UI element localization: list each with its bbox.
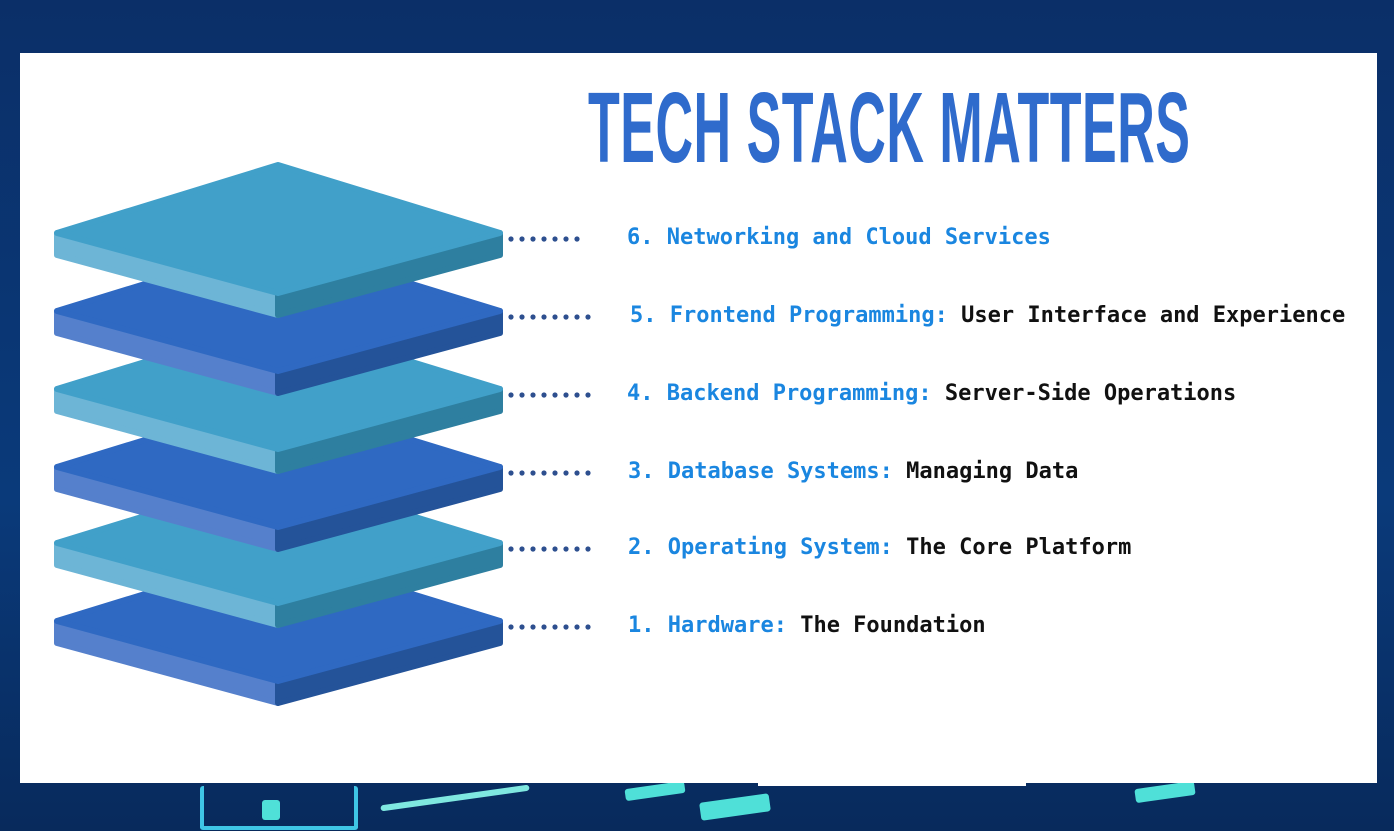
stack-item-label: 5. Frontend Programming: bbox=[630, 303, 948, 328]
stack-item-3: 3. Database Systems: Managing Data bbox=[628, 459, 1078, 485]
connector-dot bbox=[552, 314, 558, 320]
connector-dot bbox=[508, 624, 514, 630]
connector-dot bbox=[563, 314, 569, 320]
connector-dot bbox=[541, 470, 547, 476]
connector-dot bbox=[541, 236, 547, 242]
connector-dot bbox=[552, 236, 558, 242]
connector-dot bbox=[519, 392, 525, 398]
connector-dot bbox=[541, 392, 547, 398]
stack-item-5: 5. Frontend Programming: User Interface … bbox=[630, 303, 1345, 329]
stack-layer-6 bbox=[54, 162, 503, 318]
stack-item-description: Server-Side Operations bbox=[944, 381, 1237, 406]
content-panel-tab bbox=[758, 780, 1026, 786]
connector-dot bbox=[585, 314, 591, 320]
connector-dot bbox=[508, 236, 514, 242]
stack-item-label: 4. Backend Programming: bbox=[627, 381, 932, 406]
connector-dot bbox=[585, 546, 591, 552]
connector-dot bbox=[574, 314, 580, 320]
connector-dot bbox=[530, 392, 536, 398]
connector-dot bbox=[530, 546, 536, 552]
stack-item-label: 2. Operating System: bbox=[628, 535, 893, 560]
connector-dot bbox=[585, 624, 591, 630]
connector-dot bbox=[574, 470, 580, 476]
connector-dot bbox=[552, 546, 558, 552]
connector-dot bbox=[530, 624, 536, 630]
stack-item-description: The Foundation bbox=[800, 613, 986, 638]
connector-dot bbox=[519, 314, 525, 320]
stack-item-2: 2. Operating System: The Core Platform bbox=[628, 535, 1131, 561]
connector-dot bbox=[530, 470, 536, 476]
stack-item-description: User Interface and Experience bbox=[961, 303, 1346, 328]
connector-dot bbox=[552, 624, 558, 630]
background-decoration bbox=[200, 786, 358, 830]
background-decoration bbox=[262, 800, 280, 820]
connector-dot bbox=[508, 314, 514, 320]
connector-dot bbox=[519, 470, 525, 476]
stack-item-4: 4. Backend Programming: Server-Side Oper… bbox=[627, 381, 1236, 407]
connector-dot bbox=[530, 314, 536, 320]
stack-item-label: 1. Hardware: bbox=[628, 613, 787, 638]
connector-dot bbox=[541, 624, 547, 630]
connector-dot bbox=[508, 470, 514, 476]
connector-dot bbox=[519, 236, 525, 242]
layer-top-face bbox=[54, 162, 503, 296]
connector-dot bbox=[574, 546, 580, 552]
page-title: TECH STACK MATTERS bbox=[588, 72, 1191, 184]
connector-dot bbox=[574, 236, 580, 242]
stack-item-label: 3. Database Systems: bbox=[628, 459, 893, 484]
stack-item-6: 6. Networking and Cloud Services bbox=[627, 225, 1051, 251]
connector-dot bbox=[574, 624, 580, 630]
stack-item-label: 6. Networking and Cloud Services bbox=[627, 225, 1051, 250]
stack-item-description: Managing Data bbox=[906, 459, 1079, 484]
connector-dot bbox=[552, 470, 558, 476]
connector-dot bbox=[541, 546, 547, 552]
connector-dot bbox=[508, 546, 514, 552]
connector-dot bbox=[519, 546, 525, 552]
connector-dot bbox=[563, 392, 569, 398]
connector-dot bbox=[563, 236, 569, 242]
connector-dot bbox=[563, 624, 569, 630]
stack-item-1: 1. Hardware: The Foundation bbox=[628, 613, 986, 639]
connector-dot bbox=[563, 470, 569, 476]
connector-dot bbox=[541, 314, 547, 320]
connector-dot bbox=[585, 392, 591, 398]
connector-dot bbox=[585, 470, 591, 476]
stack-item-description: The Core Platform bbox=[906, 535, 1132, 560]
connector-dot bbox=[530, 236, 536, 242]
connector-dot bbox=[552, 392, 558, 398]
connector-dot bbox=[563, 546, 569, 552]
connector-dot bbox=[508, 392, 514, 398]
connector-dot bbox=[519, 624, 525, 630]
connector-dot bbox=[574, 392, 580, 398]
